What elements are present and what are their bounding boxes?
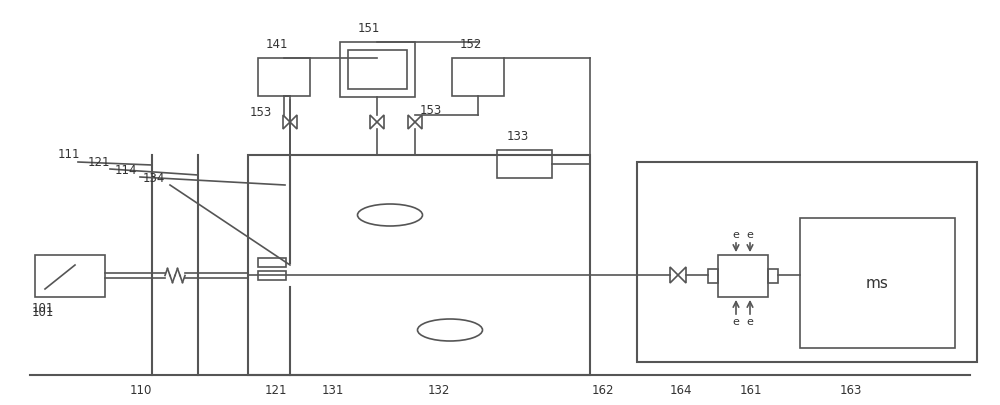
Text: 152: 152 bbox=[460, 38, 482, 51]
Text: 114: 114 bbox=[115, 164, 138, 177]
Bar bbox=[35, 255, 105, 297]
Bar bbox=[348, 50, 407, 89]
Text: 162: 162 bbox=[592, 384, 614, 396]
Bar bbox=[497, 150, 552, 178]
Text: 161: 161 bbox=[740, 384, 763, 396]
Text: 151: 151 bbox=[358, 23, 380, 36]
Bar bbox=[637, 162, 977, 362]
Bar bbox=[708, 269, 718, 283]
Text: 101: 101 bbox=[32, 303, 54, 315]
Text: 101: 101 bbox=[32, 305, 54, 318]
Bar bbox=[248, 155, 590, 375]
Text: 121: 121 bbox=[265, 384, 288, 396]
Text: e: e bbox=[746, 317, 753, 327]
Bar bbox=[258, 271, 286, 280]
Bar bbox=[452, 58, 504, 96]
Text: e: e bbox=[732, 317, 739, 327]
Text: 110: 110 bbox=[130, 384, 152, 396]
Bar bbox=[800, 218, 955, 348]
Bar bbox=[340, 42, 415, 97]
Text: 121: 121 bbox=[88, 156, 110, 168]
Text: 111: 111 bbox=[58, 149, 80, 162]
Bar bbox=[258, 258, 286, 267]
Text: 132: 132 bbox=[428, 384, 450, 396]
Text: 153: 153 bbox=[420, 104, 442, 117]
Text: e: e bbox=[746, 230, 753, 240]
Text: 164: 164 bbox=[670, 384, 692, 396]
Text: 133: 133 bbox=[507, 130, 529, 143]
Text: 134: 134 bbox=[143, 171, 165, 185]
Text: ms: ms bbox=[866, 275, 888, 290]
Text: 163: 163 bbox=[840, 384, 862, 396]
Text: e: e bbox=[732, 230, 739, 240]
Text: 153: 153 bbox=[250, 105, 272, 119]
Text: 141: 141 bbox=[266, 38, 288, 51]
Bar bbox=[258, 58, 310, 96]
Bar bbox=[718, 255, 768, 297]
Text: 131: 131 bbox=[322, 384, 344, 396]
Bar bbox=[768, 269, 778, 283]
